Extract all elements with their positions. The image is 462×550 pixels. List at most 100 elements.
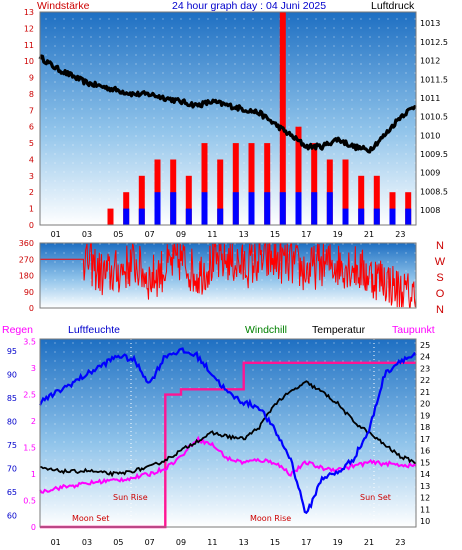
time-tick: 15 bbox=[270, 538, 280, 547]
temperature-tick: 21 bbox=[420, 388, 430, 397]
compass-letter: N bbox=[436, 304, 444, 316]
time-tick: 05 bbox=[113, 230, 123, 239]
wind-peak-bar bbox=[232, 143, 239, 225]
time-tick: 11 bbox=[207, 230, 217, 239]
pressure-title: Luftdruck bbox=[371, 0, 415, 12]
direction-tick: 90 bbox=[24, 288, 34, 297]
direction-plot-frame bbox=[39, 242, 417, 309]
wind-avg-bars bbox=[123, 192, 412, 225]
wind-speed-tick: 12 bbox=[24, 24, 34, 33]
wind-peak-bar bbox=[279, 12, 286, 225]
humidity-tick: 95 bbox=[7, 347, 17, 356]
pressure-tick: 1013 bbox=[420, 19, 440, 28]
time-tick: 01 bbox=[51, 538, 61, 547]
wind-avg-bar bbox=[185, 208, 192, 225]
pressure-tick: 1008.5 bbox=[420, 187, 448, 196]
dewpoint-line bbox=[39, 435, 417, 494]
wind-avg-bar bbox=[170, 192, 177, 225]
direction-tick: 0 bbox=[29, 304, 34, 313]
windchill-title: Windchill bbox=[245, 324, 287, 336]
rain-tick: 3 bbox=[31, 364, 36, 373]
humidity-tick: 65 bbox=[7, 488, 17, 497]
time-tick: 23 bbox=[395, 230, 405, 239]
pressure-tick: 1012 bbox=[420, 57, 440, 66]
rain-tick: 1.5 bbox=[23, 444, 36, 453]
wind-avg-bar bbox=[248, 192, 255, 225]
climate-plot-frame bbox=[39, 338, 417, 528]
rain-title: Regen bbox=[2, 324, 33, 336]
rain-tick: 2 bbox=[31, 417, 36, 426]
chart-title: 24 hour graph day : 04 Juni 2025 bbox=[172, 0, 326, 12]
wind-avg-bar bbox=[326, 192, 333, 225]
time-tick: 09 bbox=[176, 230, 186, 239]
wind-avg-bar bbox=[154, 192, 161, 225]
wind-speed-tick: 3 bbox=[29, 172, 34, 181]
pressure-tick: 1009.5 bbox=[420, 150, 448, 159]
wind-avg-bar bbox=[311, 192, 318, 225]
wind-peak-bar bbox=[295, 126, 302, 225]
wind-peak-bar bbox=[342, 159, 349, 225]
time-tick: 17 bbox=[301, 230, 311, 239]
wind-avg-bar bbox=[279, 192, 286, 225]
wind-peak-bar bbox=[264, 143, 271, 225]
wind-speed-tick: 0 bbox=[29, 221, 34, 230]
wind-grid bbox=[40, 12, 416, 225]
temperature-tick: 22 bbox=[420, 376, 430, 385]
humidity-tick: 80 bbox=[7, 417, 17, 426]
humidity-title: Luftfeuchte bbox=[68, 324, 120, 336]
wind-speed-tick: 9 bbox=[29, 74, 34, 83]
temperature-tick: 10 bbox=[420, 517, 430, 526]
time-tick: 17 bbox=[301, 538, 311, 547]
pressure-axis: 1008 1008.5 1009 1009.5 1010 1010.5 1011 1011.5… bbox=[420, 19, 448, 215]
wind-peak-bar bbox=[138, 175, 145, 225]
wind-peak-bar bbox=[358, 175, 365, 225]
sunrise-label: Sun Rise bbox=[113, 493, 148, 502]
wind-avg-bar bbox=[138, 208, 145, 225]
wind-avg-bar bbox=[264, 192, 271, 225]
time-tick: 07 bbox=[145, 230, 155, 239]
wind-speed-tick: 11 bbox=[24, 41, 34, 50]
time-tick: 19 bbox=[333, 538, 343, 547]
time-tick: 05 bbox=[113, 538, 123, 547]
pressure-tick: 1011 bbox=[420, 94, 440, 103]
temperature-line bbox=[39, 380, 417, 478]
wind-peak-bar bbox=[248, 143, 255, 225]
wind-avg-bar bbox=[405, 208, 412, 225]
humidity-tick: 75 bbox=[7, 441, 17, 450]
time-tick: 09 bbox=[176, 538, 186, 547]
time-axis-bottom: 01 03 05 07 09 11 13 15 17 19 21 23 bbox=[51, 538, 406, 547]
temperature-tick: 17 bbox=[420, 435, 430, 444]
temperature-tick: 11 bbox=[420, 505, 430, 514]
wind-speed-tick: 13 bbox=[24, 8, 34, 17]
rain-axis: 0 0.5 1 1.5 2 2.5 3 3.5 bbox=[23, 338, 36, 532]
wind-avg-bar bbox=[389, 208, 396, 225]
sunset-label: Sun Set bbox=[360, 493, 391, 502]
moonset-label: Moon Set bbox=[72, 514, 109, 523]
rain-tick: 0 bbox=[31, 523, 36, 532]
wind-speed-tick: 10 bbox=[24, 57, 34, 66]
pressure-line bbox=[38, 54, 417, 154]
wind-peak-bar bbox=[311, 143, 318, 225]
wind-peak-bar bbox=[373, 175, 380, 225]
humidity-axis: 60 65 70 75 80 85 90 95 bbox=[7, 347, 17, 521]
astro-annotations: Sun Rise Sun Set Moon Set Moon Rise bbox=[72, 493, 391, 523]
rain-tick: 2.5 bbox=[23, 391, 36, 400]
humidity-tick: 90 bbox=[7, 370, 17, 379]
wind-speed-tick: 1 bbox=[29, 205, 34, 214]
temperature-tick: 25 bbox=[420, 341, 430, 350]
temperature-tick: 12 bbox=[420, 494, 430, 503]
temperature-title: Temperatur bbox=[312, 324, 366, 336]
wind-peak-bar bbox=[217, 159, 224, 225]
pressure-tick: 1010 bbox=[420, 131, 440, 140]
time-tick: 01 bbox=[51, 230, 61, 239]
time-tick: 21 bbox=[364, 230, 374, 239]
temperature-tick: 20 bbox=[420, 400, 430, 409]
humidity-tick: 70 bbox=[7, 464, 17, 473]
climate-grid bbox=[40, 339, 416, 527]
wind-speed-tick: 6 bbox=[29, 123, 34, 132]
humidity-line bbox=[39, 347, 417, 515]
